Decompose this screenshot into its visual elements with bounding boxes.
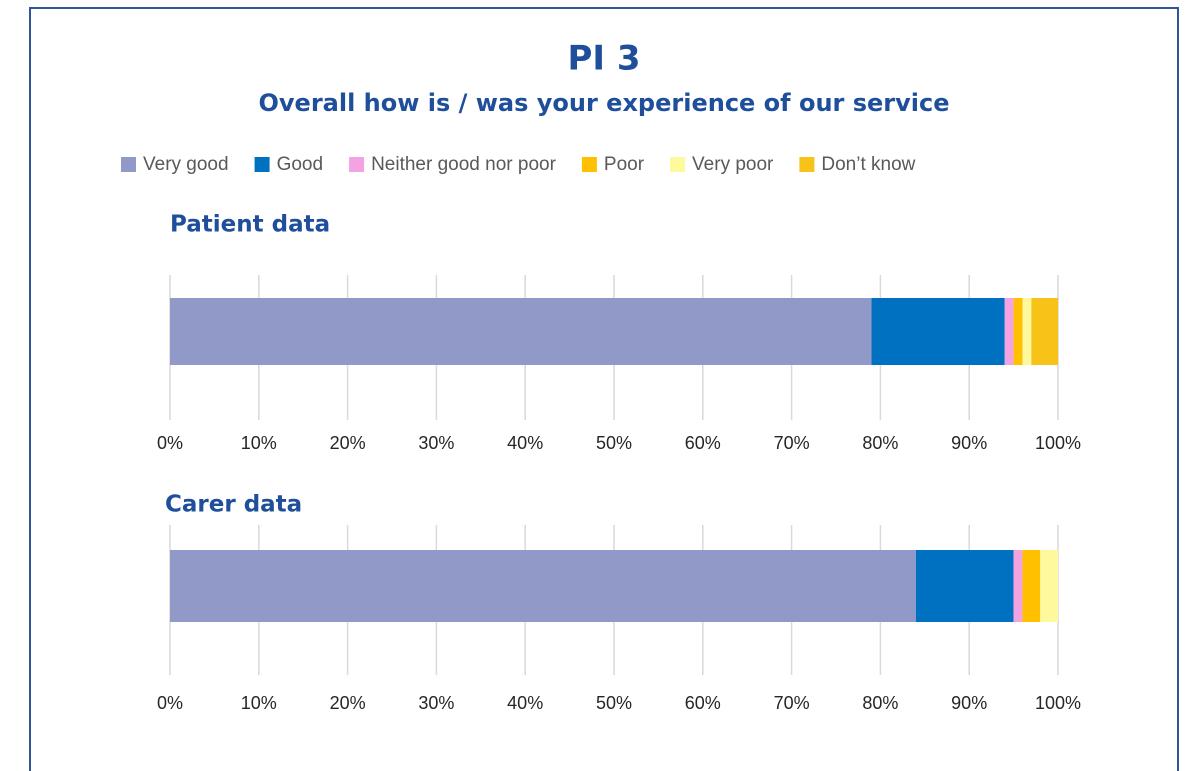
x-tick-label: 40% <box>507 433 543 453</box>
x-tick-label: 30% <box>418 693 454 713</box>
bar-segment <box>871 298 1005 365</box>
bar-segment <box>1031 298 1058 365</box>
x-tick-label: 10% <box>241 693 277 713</box>
bar-segment <box>1022 298 1032 365</box>
x-tick-label: 0% <box>157 693 183 713</box>
x-tick-label: 100% <box>1035 433 1081 453</box>
bar-segment <box>915 550 1014 622</box>
x-tick-label: 50% <box>596 693 632 713</box>
x-tick-label: 60% <box>685 693 721 713</box>
legend-label: Very good <box>143 154 229 175</box>
x-tick-label: 70% <box>774 433 810 453</box>
chart-title: PI 3 <box>567 39 640 79</box>
bar-segment <box>170 298 872 365</box>
bar-segment <box>1040 550 1058 622</box>
legend-swatch <box>349 157 365 172</box>
legend-swatch <box>799 157 815 172</box>
panel-title: Patient data <box>170 212 330 238</box>
x-tick-label: 80% <box>862 433 898 453</box>
legend-label: Very poor <box>692 154 774 175</box>
x-tick-label: 70% <box>774 693 810 713</box>
x-tick-label: 60% <box>685 433 721 453</box>
x-tick-label: 20% <box>330 433 366 453</box>
x-tick-label: 0% <box>157 433 183 453</box>
x-tick-label: 30% <box>418 433 454 453</box>
x-tick-label: 100% <box>1035 693 1081 713</box>
legend-swatch <box>581 157 597 172</box>
x-tick-label: 90% <box>951 693 987 713</box>
legend-label: Don’t know <box>821 154 915 175</box>
legend-swatch <box>121 157 136 172</box>
bar-segment <box>1013 550 1023 622</box>
x-tick-label: 80% <box>862 693 898 713</box>
bar-segment <box>1022 550 1041 622</box>
chart-subtitle: Overall how is / was your experience of … <box>259 89 950 117</box>
x-tick-label: 50% <box>596 433 632 453</box>
panel-title: Carer data <box>165 492 302 518</box>
legend-swatch <box>670 157 686 172</box>
legend-label: Neither good nor poor <box>371 154 557 175</box>
x-tick-label: 40% <box>507 693 543 713</box>
legend-label: Good <box>277 154 323 175</box>
legend-label: Poor <box>604 154 645 175</box>
x-tick-label: 10% <box>241 433 277 453</box>
bar-segment <box>170 550 916 622</box>
x-tick-label: 90% <box>951 433 987 453</box>
legend-swatch <box>254 157 270 172</box>
bar-segment <box>1013 298 1023 365</box>
bar-segment <box>1004 298 1014 365</box>
x-tick-label: 20% <box>330 693 366 713</box>
frame <box>29 7 1179 771</box>
